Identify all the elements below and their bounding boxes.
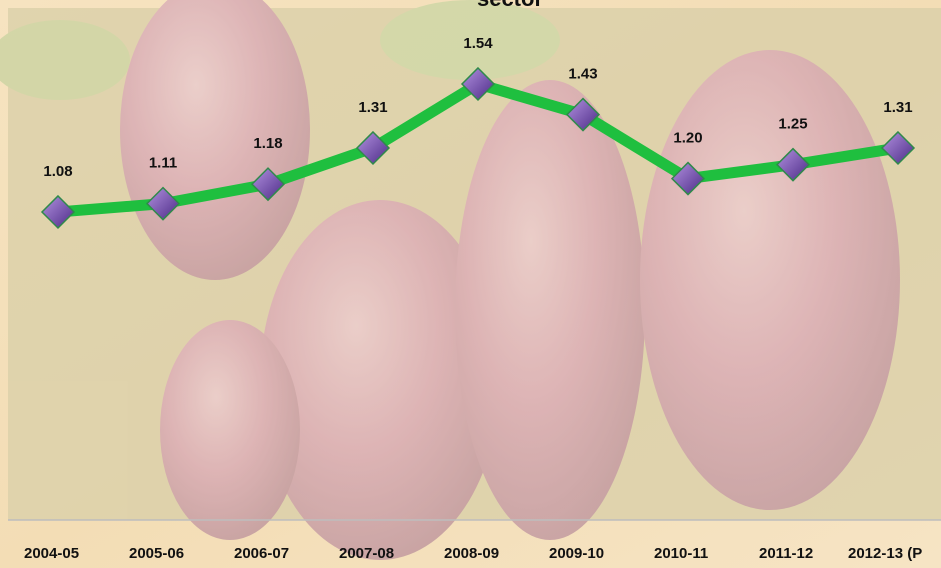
data-label: 1.08	[43, 163, 72, 180]
x-tick-label: 2008-09	[444, 545, 499, 562]
marker	[565, 97, 601, 132]
x-tick-label: 2006-07	[234, 545, 289, 562]
chart-title: sector	[477, 0, 543, 11]
x-tick-label: 2011-12	[759, 545, 813, 562]
x-tick-label: 2005-06	[129, 545, 184, 562]
data-label: 1.54	[463, 35, 493, 52]
data-label: 1.31	[883, 99, 912, 116]
data-label: 1.43	[568, 66, 597, 83]
marker	[460, 66, 496, 102]
marker	[355, 130, 391, 166]
marker	[670, 161, 706, 196]
x-tick-label: 2009-10	[549, 545, 604, 562]
data-label: 1.20	[673, 130, 702, 147]
data-label: 1.25	[778, 116, 807, 133]
marker	[40, 194, 76, 230]
x-tick-label: 2010-11	[654, 545, 708, 562]
data-label: 1.31	[358, 99, 387, 116]
x-tick-label: 2007-08	[339, 545, 394, 562]
marker	[145, 186, 181, 221]
x-tick-label: 2004-05	[24, 545, 79, 562]
data-label: 1.11	[149, 155, 177, 172]
marker	[880, 130, 916, 166]
x-tick-label: 2012-13 (P	[848, 545, 922, 562]
marker	[775, 147, 811, 182]
marker	[250, 167, 286, 202]
data-label: 1.18	[253, 135, 282, 152]
